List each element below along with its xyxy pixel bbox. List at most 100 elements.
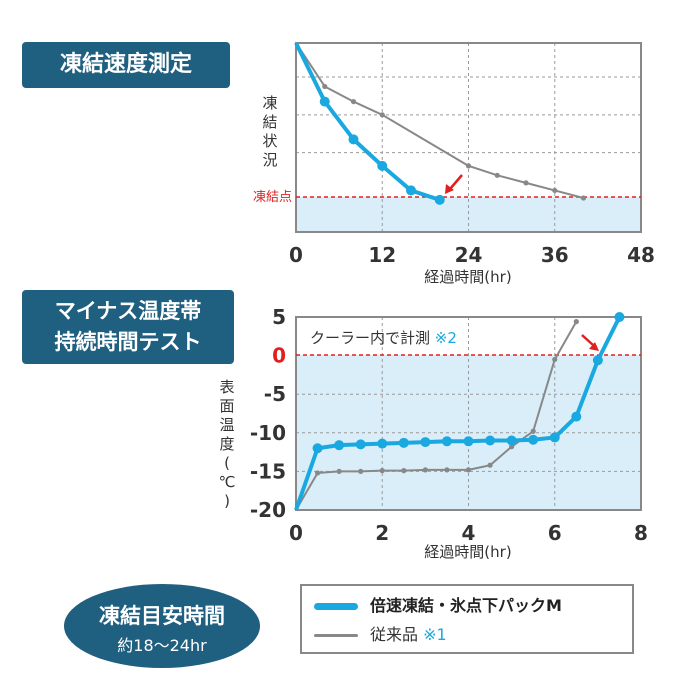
chart1-ylabel-c4: 況 (262, 151, 277, 169)
chart2-point-product (312, 443, 323, 454)
chart2-point-product (506, 435, 517, 446)
minus-badge-line1: マイナス温度帯 (54, 299, 202, 323)
chart2-point-product (549, 432, 560, 443)
chart2-point-product (571, 411, 582, 422)
chart2-xtick-label: 4 (462, 521, 476, 545)
chart2-point-product (441, 436, 452, 447)
chart1-arrow (445, 174, 463, 194)
chart2-xlabel: 経過時間(hr) (424, 543, 511, 561)
chart2-arrow (581, 334, 599, 351)
legend-label-conventional: 従来品 ※1 (370, 623, 447, 647)
chart1-shade (296, 197, 641, 232)
chart2-point-product (528, 434, 539, 445)
chart1-ylabel-c1: 凍 (262, 94, 277, 112)
chart2-point-conventional (379, 468, 385, 474)
target-time-value: 約18〜24hr (117, 636, 207, 655)
chart2-ylabel-char: 面 (219, 397, 234, 415)
chart2-xtick-label: 6 (548, 521, 562, 545)
chart1-point-conventional (379, 112, 385, 118)
chart2-ylabel-char: ) (224, 492, 230, 510)
legend-label-product: 倍速凍結・氷点下パックM (370, 596, 562, 615)
chart2-series-line-conventional (295, 321, 578, 511)
chart1-point-product (434, 194, 445, 205)
chart1-xtick-label: 12 (368, 243, 396, 267)
chart1-point-conventional (322, 83, 328, 90)
chart2-point-product (334, 440, 345, 451)
chart2-point-product (614, 312, 625, 322)
chart1-frame (295, 42, 642, 233)
chart2-point-product (377, 438, 388, 449)
chart1-xtick-label: 0 (289, 243, 303, 267)
chart2-ytick-label: -15 (250, 459, 286, 483)
chart1-xtick-label: 48 (627, 243, 655, 267)
legend-conventional-note: ※1 (423, 625, 447, 644)
chart1-point-conventional (523, 180, 529, 186)
legend-swatch-conventional (314, 634, 358, 637)
chart2-note-text: クーラー内で計測 (310, 329, 430, 347)
chart1-point-conventional (494, 172, 500, 178)
chart2-point-conventional (552, 356, 558, 363)
chart2-point-conventional (573, 319, 579, 325)
chart1-point-conventional (465, 163, 472, 169)
chart2-point-product (420, 437, 431, 448)
chart1-freezing-label: 凍結点 (253, 189, 292, 205)
legend-swatch-product (314, 603, 358, 610)
chart2-point-conventional (401, 468, 407, 474)
chart2-point-conventional (314, 470, 321, 476)
minus-badge-line2: 持続時間テスト (54, 330, 202, 354)
chart2-xtick-label: 2 (375, 521, 389, 545)
target-time-badge: 凍結目安時間 約18〜24hr (64, 584, 260, 668)
chart2-point-conventional (465, 467, 472, 473)
legend-item-conventional: 従来品 ※1 (314, 623, 632, 647)
chart1-point-conventional (580, 195, 587, 201)
chart2-ylabel-char: 温 (219, 416, 234, 434)
legend: 倍速凍結・氷点下パックM 従来品 ※1 (300, 584, 634, 654)
chart2-point-conventional (358, 468, 364, 474)
chart2-point-conventional (444, 467, 450, 473)
chart1-xtick-label: 24 (455, 243, 483, 267)
chart1-point-product (348, 134, 359, 145)
chart2-point-product (355, 439, 366, 450)
chart1-point-product (377, 160, 388, 171)
chart2-ytick-label: 5 (272, 305, 286, 329)
chart1-xtick-label: 36 (541, 243, 569, 267)
chart1-point-conventional (552, 187, 558, 194)
freeze-speed-badge: 凍結速度測定 (22, 42, 230, 88)
legend-item-product: 倍速凍結・氷点下パックM (314, 594, 632, 618)
chart1-point-product (406, 185, 416, 196)
chart2-ylabel-char: 表 (219, 378, 234, 396)
chart2-point-product (398, 437, 409, 448)
chart2-point-product (592, 355, 603, 366)
chart2-note-mark: ※2 (435, 329, 457, 347)
chart1-ylabel-c2: 結 (262, 113, 277, 131)
chart2-ytick-label: -20 (250, 498, 286, 522)
chart2-ylabel-char: ( (224, 454, 230, 472)
chart1-point-conventional (350, 98, 357, 105)
chart2-point-product (463, 436, 474, 447)
chart2-ylabel-char: ℃ (219, 473, 236, 491)
chart2-point-product (485, 435, 496, 446)
chart2-frame (295, 316, 642, 511)
chart2-xtick-label: 0 (289, 521, 303, 545)
target-time-title: 凍結目安時間 (99, 604, 225, 628)
chart2-ytick-label: -5 (264, 382, 286, 406)
chart2-point-conventional (530, 428, 536, 434)
chart2-ytick-label: 0 (272, 344, 286, 368)
chart2-note: クーラー内で計測 ※2 (310, 329, 457, 347)
chart1-ylabel-c3: 状 (262, 132, 277, 150)
chart2-ytick-label: -10 (250, 421, 286, 445)
chart2-point-conventional (336, 468, 342, 474)
chart1-point-product (319, 96, 330, 107)
chart2-xtick-label: 8 (634, 521, 648, 545)
chart2-point-conventional (487, 462, 493, 468)
chart2-ylabel-char: 度 (219, 435, 234, 453)
chart2-series-line-product (294, 316, 622, 511)
chart1-series-line-product (294, 42, 441, 202)
legend-conventional-text: 従来品 (370, 625, 419, 644)
chart2-point-conventional (422, 467, 428, 473)
chart2-point-conventional (509, 444, 515, 450)
chart1-xlabel: 経過時間(hr) (424, 268, 511, 286)
minus-duration-badge: マイナス温度帯 持続時間テスト (22, 290, 234, 364)
